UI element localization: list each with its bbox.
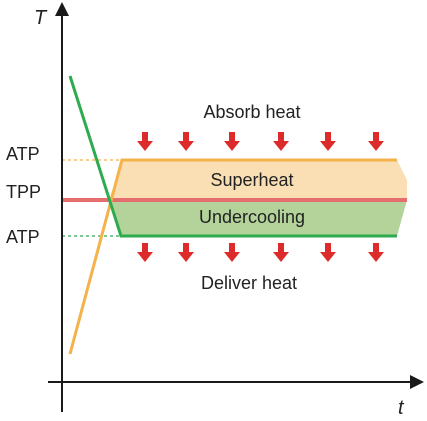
arrow-down-icon — [178, 132, 194, 151]
absorb-heat-label: Absorb heat — [203, 102, 300, 122]
atp-lower-label: ATP — [6, 227, 40, 247]
arrow-down-icon — [224, 243, 240, 262]
deliver-heat-label: Deliver heat — [201, 273, 297, 293]
heating-curve — [68, 158, 397, 355]
superheat-label: Superheat — [210, 170, 293, 190]
superheat-region — [109, 160, 407, 200]
arrow-down-icon — [137, 243, 153, 262]
arrow-down-icon — [368, 132, 384, 151]
deliver-heat-arrows — [137, 243, 384, 262]
arrow-down-icon — [273, 243, 289, 262]
undercooling-label: Undercooling — [199, 207, 305, 227]
arrow-down-icon — [224, 132, 240, 151]
atp-upper-label: ATP — [6, 144, 40, 164]
absorb-heat-arrows — [137, 132, 384, 151]
arrow-down-icon — [178, 243, 194, 262]
arrow-down-icon — [320, 243, 336, 262]
tpp-label: TPP — [6, 182, 41, 202]
cooling-curve — [68, 75, 397, 238]
arrow-down-icon — [320, 132, 336, 151]
y-axis-label: T — [34, 7, 48, 29]
x-axis-label: t — [398, 397, 405, 419]
arrow-down-icon — [273, 132, 289, 151]
undercooling-region — [109, 200, 407, 236]
arrow-down-icon — [137, 132, 153, 151]
arrow-down-icon — [368, 243, 384, 262]
